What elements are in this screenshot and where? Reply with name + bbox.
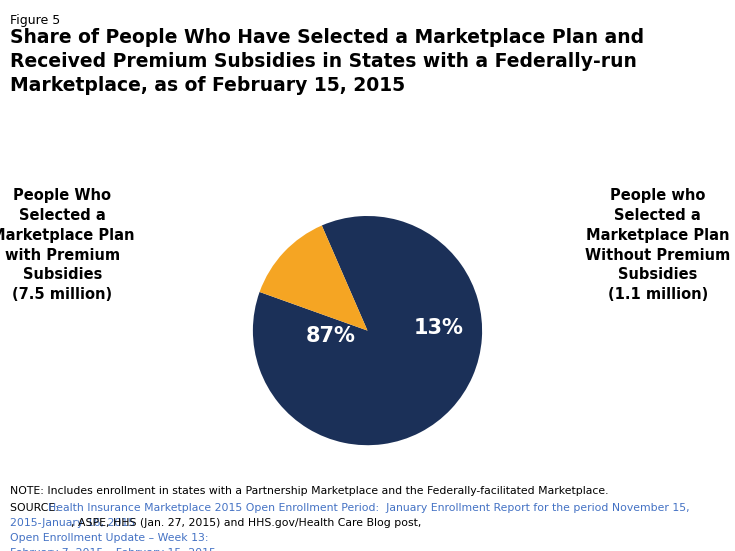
Text: People who
Selected a
Marketplace Plan
Without Premium
Subsidies
(1.1 million): People who Selected a Marketplace Plan W…	[585, 188, 731, 302]
Text: Figure 5: Figure 5	[10, 14, 60, 27]
Text: THE HENRY J.: THE HENRY J.	[657, 490, 698, 495]
Text: 2015-January 16, 2015: 2015-January 16, 2015	[10, 518, 135, 528]
Text: Share of People Who Have Selected a Marketplace Plan and
Received Premium Subsid: Share of People Who Have Selected a Mark…	[10, 28, 645, 95]
Text: 13%: 13%	[414, 318, 464, 338]
Text: February 7, 2015 – February 15, 2015: February 7, 2015 – February 15, 2015	[10, 548, 216, 551]
Text: SOURCE:: SOURCE:	[10, 503, 62, 512]
Text: FAMILY: FAMILY	[649, 512, 706, 527]
Text: Health Insurance Marketplace 2015 Open Enrollment Period:  January Enrollment Re: Health Insurance Marketplace 2015 Open E…	[48, 503, 689, 512]
Wedge shape	[259, 225, 368, 331]
Text: People Who
Selected a
Marketplace Plan
with Premium
Subsidies
(7.5 million): People Who Selected a Marketplace Plan w…	[0, 188, 135, 302]
Text: NOTE: Includes enrollment in states with a Partnership Marketplace and the Feder: NOTE: Includes enrollment in states with…	[10, 486, 609, 496]
Text: , ASPE, HHS (Jan. 27, 2015) and HHS.gov/Health Care Blog post,: , ASPE, HHS (Jan. 27, 2015) and HHS.gov/…	[71, 518, 425, 528]
Text: 87%: 87%	[306, 326, 356, 347]
Text: Open Enrollment Update – Week 13:: Open Enrollment Update – Week 13:	[10, 533, 209, 543]
Text: FOUNDATION: FOUNDATION	[656, 531, 700, 537]
Text: KAISER: KAISER	[648, 499, 708, 514]
Wedge shape	[253, 216, 482, 445]
